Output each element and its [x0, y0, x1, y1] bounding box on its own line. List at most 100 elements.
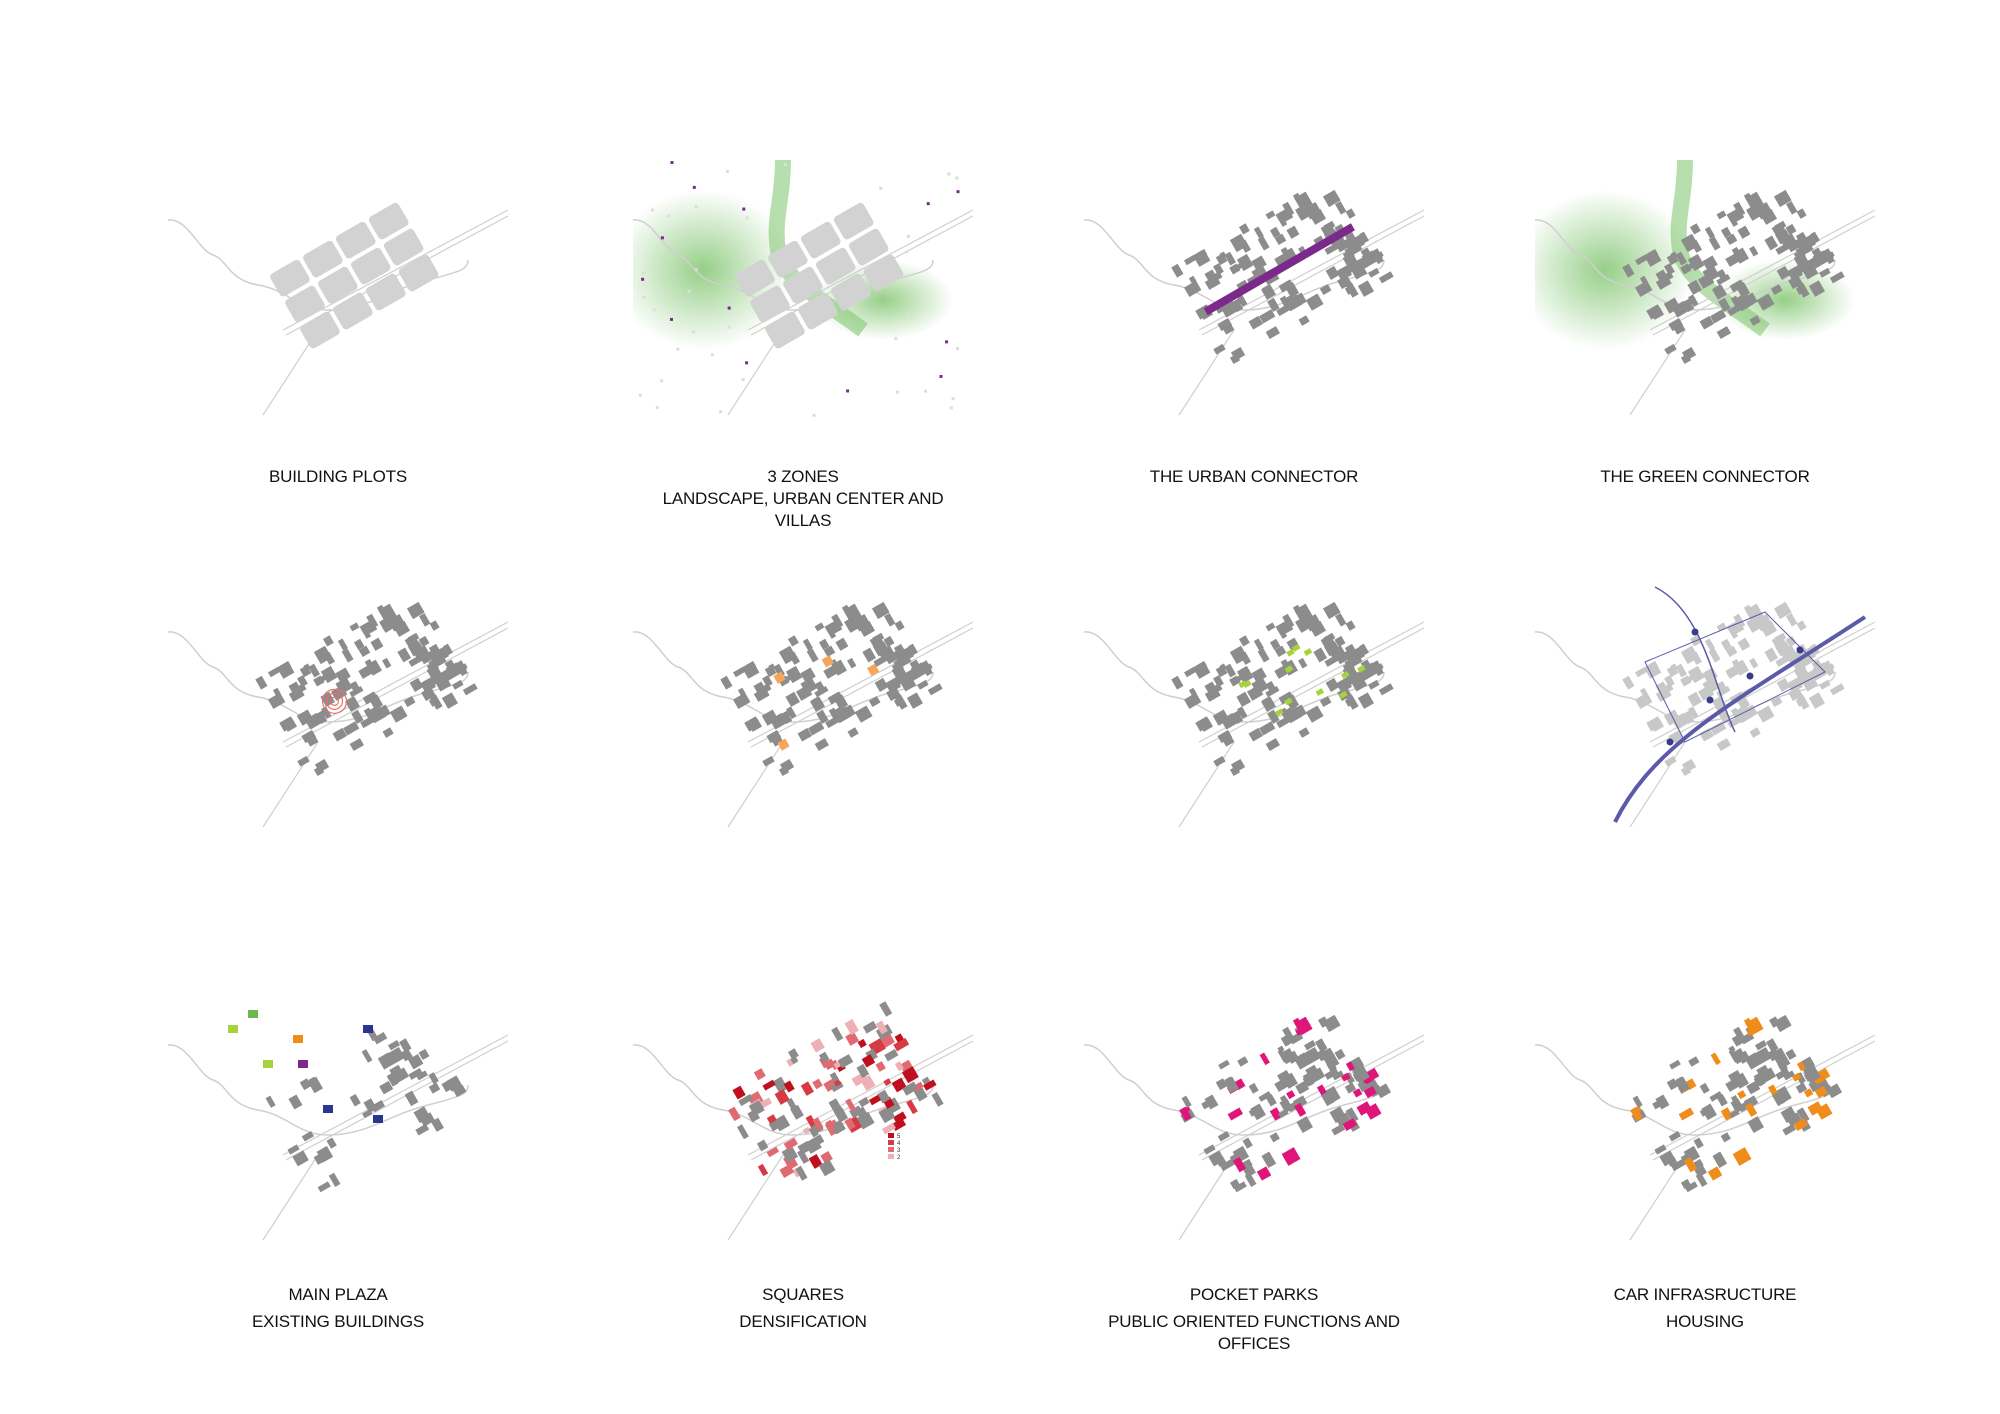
building	[1232, 1156, 1247, 1173]
building	[883, 635, 895, 648]
building	[314, 758, 330, 773]
building	[1709, 1091, 1723, 1102]
building	[1675, 251, 1688, 266]
building-plot	[351, 247, 391, 285]
villa	[694, 205, 698, 209]
building	[1294, 191, 1313, 211]
existing-building	[293, 1035, 303, 1043]
building	[301, 730, 317, 744]
building	[1745, 1102, 1758, 1117]
building-plot	[300, 311, 340, 349]
building	[1286, 225, 1300, 239]
existing-building	[263, 1060, 273, 1068]
building	[370, 637, 384, 651]
diagram-label: 3 ZONES LANDSCAPE, URBAN CENTER AND VILL…	[662, 467, 944, 530]
diagram-label: PUBLIC ORIENTED FUNCTIONS AND OFFICES	[1108, 1312, 1400, 1353]
building	[349, 1093, 361, 1107]
building-cluster	[728, 1001, 944, 1181]
building	[1251, 667, 1267, 683]
building	[797, 1149, 810, 1164]
building	[1368, 267, 1380, 278]
building	[1298, 315, 1310, 326]
building	[1776, 677, 1791, 692]
building-plot	[383, 228, 424, 266]
map-plaza	[168, 601, 508, 828]
building-plot	[318, 266, 358, 304]
building	[1278, 279, 1294, 293]
pocket-park	[1274, 708, 1284, 717]
building	[1686, 673, 1697, 682]
building	[1335, 613, 1347, 627]
building	[800, 1081, 814, 1096]
building	[1359, 231, 1369, 244]
building	[1352, 1066, 1370, 1084]
building	[757, 683, 772, 696]
villa	[725, 169, 729, 173]
building	[1203, 1144, 1216, 1155]
building	[1265, 274, 1280, 286]
building	[1687, 279, 1702, 295]
villa	[727, 325, 731, 329]
building	[1710, 309, 1727, 324]
building	[812, 1078, 823, 1090]
villa	[879, 186, 883, 190]
building	[321, 706, 332, 719]
building	[1756, 1064, 1773, 1082]
building	[1192, 661, 1211, 679]
building	[1622, 675, 1635, 690]
building	[1704, 638, 1715, 651]
building	[748, 718, 763, 732]
building	[878, 1106, 896, 1124]
building	[883, 1078, 892, 1086]
building	[1825, 663, 1835, 672]
building	[1277, 1069, 1290, 1081]
villa	[812, 413, 816, 417]
building	[1728, 1069, 1741, 1081]
building	[1269, 226, 1281, 238]
villa	[906, 234, 910, 238]
building	[1775, 1068, 1790, 1080]
building-cluster	[270, 202, 439, 349]
building-plot	[303, 240, 343, 278]
building	[1801, 234, 1817, 250]
building	[1793, 1118, 1809, 1132]
villa	[641, 277, 645, 281]
building	[790, 1056, 799, 1065]
building	[1236, 665, 1254, 684]
building	[1213, 343, 1226, 355]
building	[1671, 712, 1690, 730]
building	[1215, 1156, 1227, 1167]
building	[406, 601, 425, 620]
building	[1793, 664, 1809, 680]
building	[1171, 263, 1184, 278]
building	[1295, 704, 1307, 718]
map-zones	[633, 160, 973, 417]
building	[1278, 1109, 1289, 1119]
building	[1248, 1107, 1259, 1117]
building	[1699, 727, 1715, 742]
building	[362, 691, 378, 705]
map-urban	[1084, 189, 1424, 416]
building	[1756, 705, 1775, 723]
building	[901, 1066, 919, 1084]
building	[1786, 1112, 1802, 1127]
building	[1320, 634, 1335, 648]
villa	[741, 378, 745, 382]
building	[906, 1099, 918, 1115]
building-cluster	[1179, 1014, 1392, 1193]
building	[1345, 1061, 1355, 1072]
building	[1699, 1082, 1710, 1094]
building	[1274, 645, 1287, 658]
building	[419, 613, 431, 627]
building	[1286, 1090, 1296, 1100]
building	[1730, 1094, 1742, 1109]
building	[1342, 266, 1353, 278]
building-cluster	[255, 601, 478, 777]
villa	[652, 308, 656, 312]
building	[1749, 245, 1759, 257]
building	[1305, 705, 1324, 723]
building	[1183, 280, 1202, 297]
building	[1825, 251, 1835, 260]
legend-swatch	[888, 1147, 894, 1152]
building	[1699, 315, 1715, 330]
